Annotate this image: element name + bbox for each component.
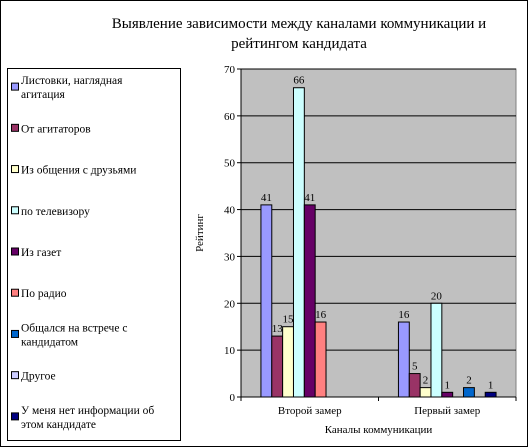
y-tick-label: 40	[224, 205, 236, 217]
data-label: 2	[466, 375, 472, 387]
legend: Листовки, наглядная агитация От агитаторов…	[7, 68, 181, 441]
data-label: 2	[423, 375, 429, 387]
legend-label: кандидатом	[21, 336, 79, 348]
legend-swatch	[11, 329, 19, 338]
y-tick-label: 10	[224, 345, 236, 357]
chart-title-line-2: рейтингом кандидата	[231, 36, 367, 52]
bar	[397, 321, 410, 398]
legend-label: этом кандидате	[21, 419, 96, 431]
bar	[271, 335, 284, 398]
legend-label: Общался на встрече с	[21, 322, 127, 334]
bar	[314, 321, 327, 398]
data-label: 1	[445, 379, 451, 391]
data-label: 66	[293, 75, 305, 87]
bar	[430, 302, 443, 398]
y-tick-label: 30	[224, 251, 236, 263]
data-label: 16	[398, 309, 410, 321]
chart-title-line-1: Выявление зависимости между каналами ком…	[112, 16, 486, 32]
data-label: 15	[283, 314, 295, 326]
bar	[419, 387, 432, 398]
bar	[292, 87, 305, 398]
x-axis-title: Каналы коммуникации	[325, 424, 433, 436]
legend-box	[7, 68, 181, 441]
y-tick-label: 20	[224, 298, 236, 310]
data-label: 16	[315, 309, 327, 321]
axes: 0 10 20 30 40 50 60 70 Второй замер Первый замер К…	[194, 64, 517, 436]
legend-label: Листовки, наглядная	[21, 75, 123, 87]
legend-swatch	[11, 165, 19, 174]
legend-label: Другое	[21, 371, 56, 383]
legend-label: по телевизору	[21, 206, 90, 218]
bars	[260, 87, 497, 398]
bar	[484, 391, 497, 398]
data-label: 20	[431, 290, 443, 302]
bar	[303, 204, 316, 398]
data-label: 13	[272, 323, 284, 335]
legend-label: От агитаторов	[21, 123, 91, 135]
legend-swatch	[11, 412, 19, 421]
y-tick-label: 50	[224, 158, 236, 170]
legend-swatch	[11, 123, 19, 132]
bar	[463, 387, 475, 398]
chart-title: Выявление зависимости между каналами ком…	[112, 16, 486, 52]
y-tick-label: 70	[224, 64, 236, 76]
data-label: 41	[304, 192, 315, 204]
bar	[260, 204, 273, 398]
legend-label: По радио	[21, 288, 67, 300]
x-tick-label: Первый замер	[414, 405, 481, 417]
legend-swatch	[11, 247, 19, 256]
data-label: 1	[488, 379, 494, 391]
bar	[408, 373, 421, 398]
data-label: 5	[412, 361, 418, 373]
y-axis-title: Рейтинг	[194, 214, 206, 252]
legend-swatch	[11, 82, 19, 91]
legend-label: Из общения с друзьями	[21, 165, 136, 177]
y-tick-label: 60	[224, 111, 236, 123]
legend-swatch	[11, 288, 19, 297]
legend-label: агитация	[21, 89, 66, 101]
x-tick-label: Второй замер	[278, 405, 342, 417]
legend-label: Из газет	[21, 247, 61, 259]
y-tick-label: 0	[230, 392, 236, 404]
legend-swatch	[11, 371, 19, 380]
bar	[441, 391, 454, 398]
data-label: 41	[261, 192, 272, 204]
legend-swatch	[11, 206, 19, 215]
bar	[282, 326, 294, 398]
legend-label: У меня нет информации об	[21, 405, 154, 417]
